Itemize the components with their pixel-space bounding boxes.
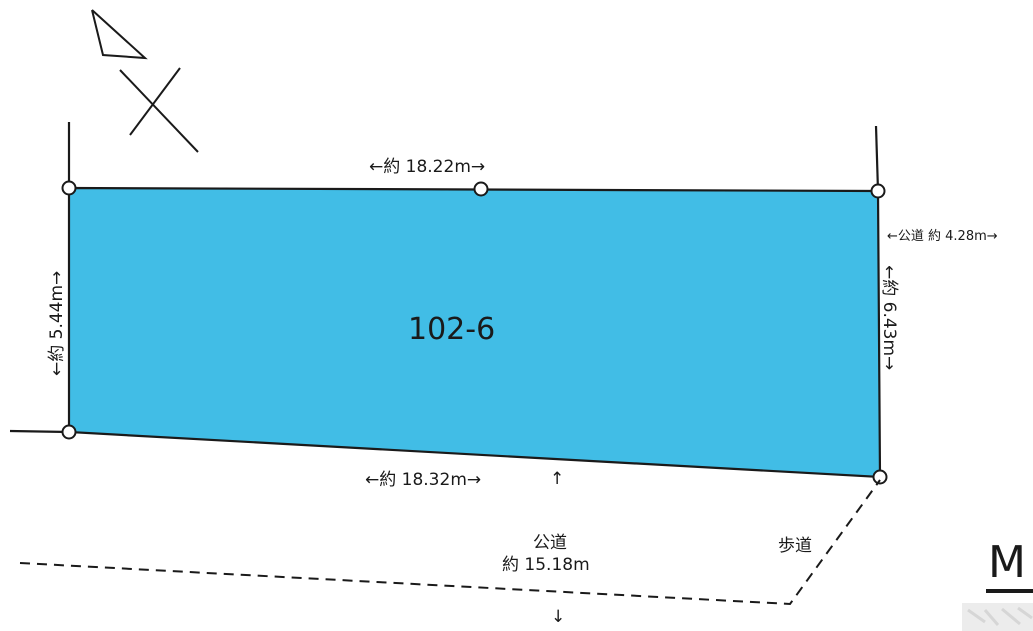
- front-road-width: 約 15.18m: [502, 555, 590, 575]
- corner-letter: M: [988, 537, 1026, 588]
- front-road-arrow-up: ↑: [550, 469, 564, 489]
- corner-pattern-icon: [962, 603, 1033, 631]
- road-edge-line: [19, 479, 881, 606]
- front-road-label: 公道: [533, 533, 567, 553]
- boundary-marker-bottom-right: [872, 469, 888, 485]
- left-dimension-label: ←約 5.44m→: [47, 271, 67, 376]
- boundary-marker-top-middle: [473, 181, 489, 197]
- boundary-extension-top-right: [874, 125, 880, 192]
- front-road-arrow-down: ↓: [551, 607, 565, 627]
- boundary-marker-bottom-left: [61, 424, 77, 440]
- boundary-marker-top-right: [870, 183, 886, 199]
- lot-number: 102-6: [408, 312, 495, 347]
- boundary-marker-top-left: [61, 180, 77, 196]
- corner-pattern-detail: [967, 606, 1033, 626]
- sidewalk-label: 歩道: [778, 536, 812, 556]
- top-dimension-label: ←約 18.22m→: [369, 157, 485, 177]
- north-arrow-icon: [91, 9, 199, 153]
- right-dimension-label: ←約 6.43m→: [879, 265, 899, 370]
- side-road-label: ←公道 約 4.28m→: [887, 229, 998, 244]
- boundary-extension-bottom-left: [9, 429, 70, 434]
- bottom-dimension-label: ←約 18.32m→: [365, 470, 481, 490]
